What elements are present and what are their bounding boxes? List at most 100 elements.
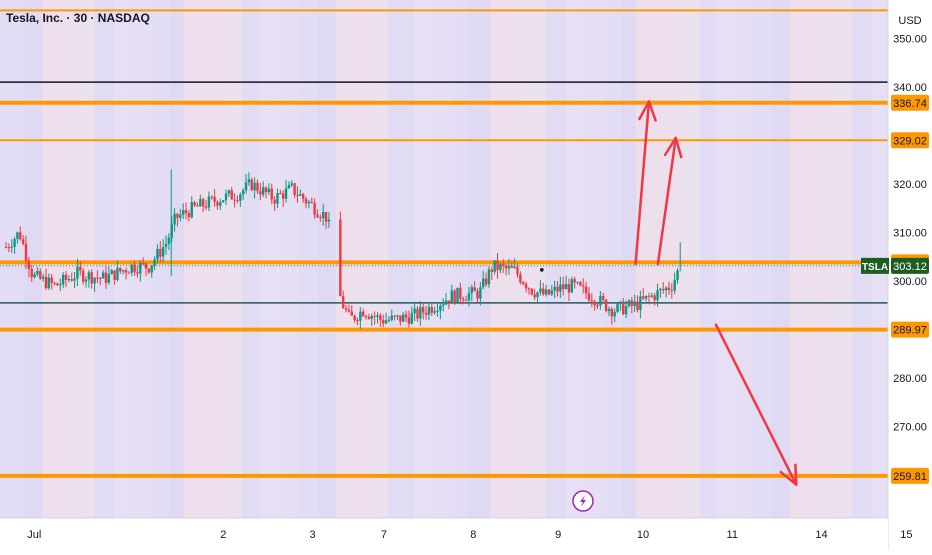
candle-body: [321, 211, 325, 219]
candle-body: [27, 260, 31, 269]
candle-body: [507, 266, 511, 269]
candle-body: [170, 224, 173, 238]
candle-body: [196, 205, 199, 207]
candle-body: [201, 199, 205, 207]
arrow-head[interactable]: [779, 463, 798, 486]
arrow-head[interactable]: [638, 100, 657, 122]
candle-body: [99, 277, 102, 279]
candle-body: [653, 295, 656, 301]
candle-body: [13, 239, 16, 247]
y-tick-label: 310.00: [893, 228, 927, 240]
candle-body: [284, 188, 288, 199]
candle-body: [442, 304, 445, 306]
candle-body: [281, 193, 285, 199]
candle-body: [384, 320, 388, 324]
candle-body: [153, 259, 156, 266]
x-tick-label: 10: [637, 529, 649, 541]
candle-body: [127, 272, 131, 274]
level-price-tag[interactable]: [891, 467, 929, 484]
candle-body: [30, 268, 33, 278]
currency-label: USD: [898, 15, 921, 27]
candle-body: [630, 300, 634, 306]
candle-body: [410, 313, 413, 324]
last-price-label: 303.12: [893, 261, 927, 273]
candle-body: [504, 265, 508, 269]
session-band: [56, 0, 78, 518]
candle-body: [344, 308, 348, 310]
level-price-tag[interactable]: [891, 132, 929, 149]
candle-body: [179, 214, 182, 218]
session-band: [636, 0, 656, 518]
arrow-shaft[interactable]: [656, 136, 677, 266]
candle-body: [636, 301, 639, 311]
candle-body: [70, 279, 73, 281]
candle-body: [261, 187, 265, 195]
last-price-tag[interactable]: [891, 257, 929, 274]
candle-body: [313, 202, 316, 215]
candle-body: [101, 272, 105, 279]
session-band: [504, 0, 522, 518]
candle-body: [453, 290, 456, 303]
candle-body: [104, 272, 108, 283]
symbol-tag[interactable]: [861, 257, 889, 274]
candle-body: [456, 287, 459, 303]
session-band: [298, 0, 318, 518]
candle-body: [293, 183, 296, 195]
candle-body: [607, 308, 611, 311]
candle-body: [596, 305, 599, 307]
level-price-tag[interactable]: [891, 94, 929, 111]
candle-body: [164, 243, 168, 248]
candle-body: [670, 290, 674, 292]
arrow-shaft[interactable]: [634, 100, 651, 266]
session-band: [126, 0, 152, 518]
session-band: [184, 0, 204, 518]
arrow-head[interactable]: [663, 136, 683, 159]
candle-body: [19, 232, 22, 240]
candle-body: [447, 300, 451, 303]
candle-body: [219, 202, 222, 206]
candle-body: [50, 277, 53, 283]
candle-body: [161, 247, 165, 257]
candle-body: [156, 248, 159, 260]
candle-body: [424, 312, 428, 315]
candle-body: [119, 267, 122, 272]
candle-body: [256, 182, 259, 192]
level-price-label: 329.02: [893, 135, 927, 147]
y-tick-label: 270.00: [893, 422, 927, 434]
candle-body: [339, 219, 342, 297]
session-band: [318, 0, 336, 518]
arrow-shaft[interactable]: [714, 323, 798, 486]
y-tick-label: 320.00: [893, 179, 927, 191]
time-axis[interactable]: Jul 2 3 7 8 9 10 11 14 15: [0, 517, 913, 550]
candle-body: [213, 196, 216, 202]
candle-body: [190, 202, 193, 218]
session-band: [388, 0, 414, 518]
candle-body: [422, 307, 425, 313]
candle-body: [136, 272, 139, 274]
y-tick-label: 350.00: [893, 34, 927, 46]
session-band: [284, 0, 298, 518]
candle-body: [4, 247, 8, 249]
candle-body: [376, 315, 379, 317]
y-tick-label: 340.00: [893, 82, 927, 94]
arrow-drawings[interactable]: [572, 100, 798, 512]
candle-body: [110, 270, 113, 275]
price-axis[interactable]: USD 350.00 340.00 320.00 310.00 300.00 280.00 2…: [861, 0, 932, 550]
session-band: [226, 0, 242, 518]
x-tick-label: Jul: [27, 529, 41, 541]
x-tick-label: 11: [727, 529, 738, 541]
horizontal-levels[interactable]: [0, 9, 888, 478]
candle-body: [276, 193, 279, 204]
candle-body: [493, 260, 496, 272]
candle-body: [79, 266, 82, 271]
candle-body: [299, 194, 302, 196]
candle-body: [181, 210, 185, 215]
candle-body: [16, 232, 19, 240]
session-band: [566, 0, 582, 518]
candle-body: [664, 287, 668, 291]
candle-body: [273, 199, 276, 204]
candle-body: [139, 262, 142, 274]
level-price-tag[interactable]: [891, 321, 929, 338]
